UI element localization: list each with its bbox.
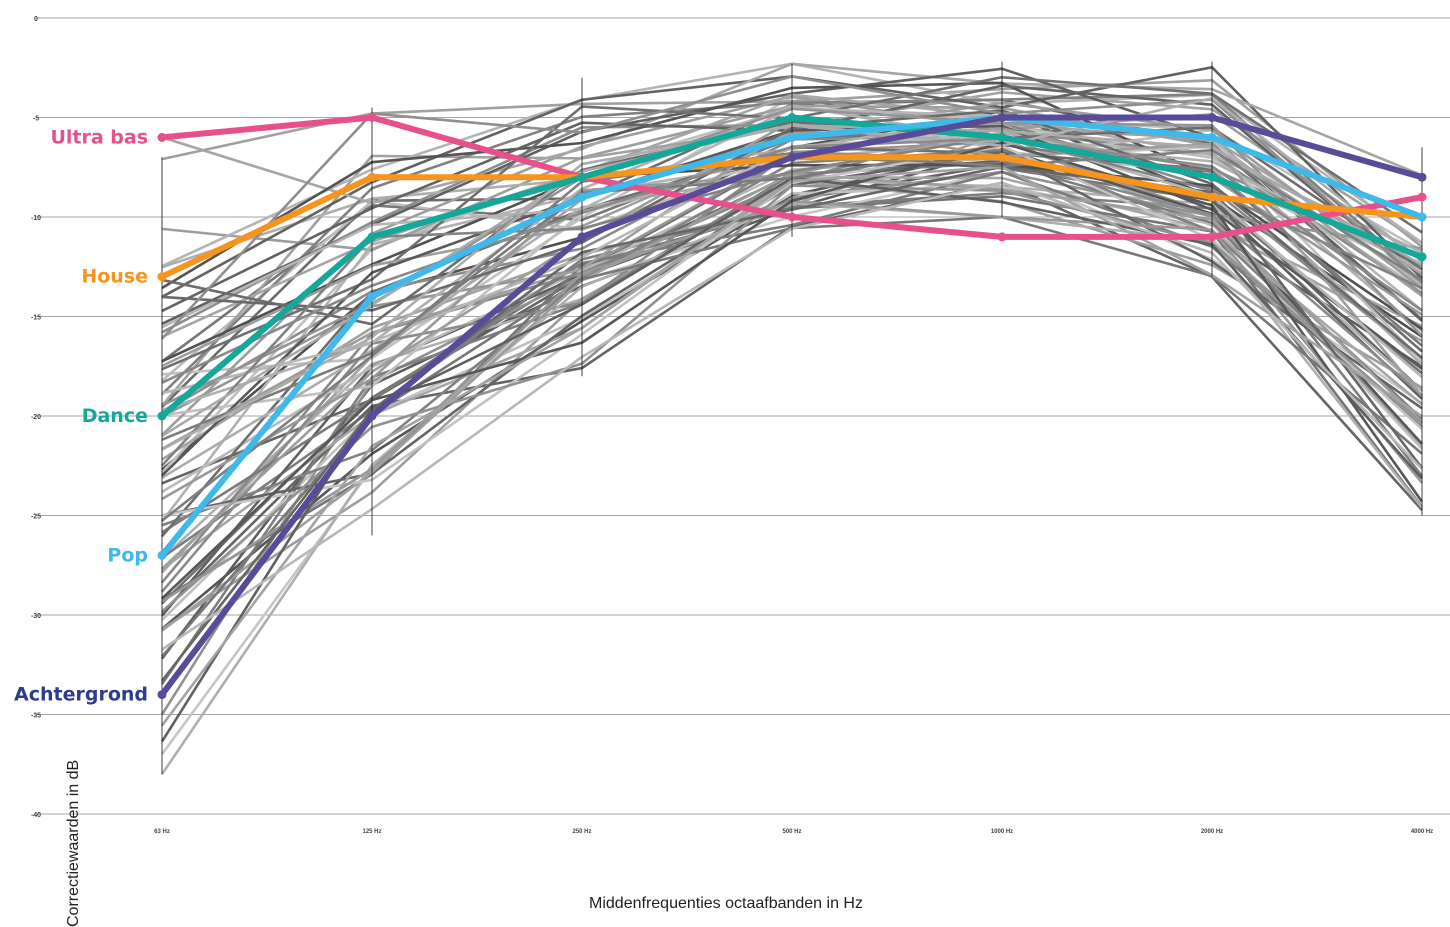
series-labels: Ultra bas House Dance Pop Achtergrond	[14, 126, 148, 705]
series-point	[367, 411, 377, 421]
series-point	[367, 292, 377, 302]
y-tick-label: -5	[33, 116, 39, 123]
series-point	[157, 132, 167, 142]
series-point	[577, 232, 587, 242]
series-point	[367, 172, 377, 182]
gridlines	[36, 17, 1450, 815]
series-label: Dance	[82, 405, 148, 427]
y-tick-label: -10	[31, 215, 41, 222]
series-point	[577, 192, 587, 202]
x-tick-label: 63 Hz	[154, 829, 170, 835]
series-label: Pop	[107, 544, 148, 566]
x-tick-label: 500 Hz	[782, 829, 801, 835]
series-point	[997, 232, 1007, 242]
series-point	[157, 411, 167, 421]
y-tick-label: -35	[31, 713, 41, 720]
y-tick-label: -15	[31, 315, 41, 322]
x-tick-label: 250 Hz	[572, 829, 591, 835]
x-tick-label: 4000 Hz	[1411, 829, 1433, 835]
series-point	[997, 113, 1007, 122]
x-tick-labels: 63 Hz 125 Hz 250 Hz 500 Hz 1000 Hz 2000 Hz 400…	[154, 829, 1433, 835]
series-point	[787, 212, 797, 222]
y-tick-label: -20	[31, 414, 41, 421]
x-tick-label: 1000 Hz	[991, 829, 1013, 835]
series-label: House	[81, 266, 148, 288]
y-tick-label: -25	[31, 514, 41, 521]
series-point	[157, 272, 167, 282]
x-axis-title: Middenfrequenties octaafbanden in Hz	[589, 895, 863, 912]
series-point	[1207, 192, 1217, 202]
series-point	[157, 550, 167, 560]
highlighted-series	[157, 113, 1427, 700]
series-point	[367, 113, 377, 122]
series-point	[1207, 172, 1217, 182]
series-point	[997, 152, 1007, 162]
y-tick-label: -30	[31, 613, 41, 620]
series-point	[1417, 212, 1427, 222]
series-point	[1207, 232, 1217, 242]
series-point	[1417, 252, 1427, 262]
series-point	[1417, 172, 1427, 182]
series-point	[1417, 192, 1427, 202]
series-point	[577, 172, 587, 182]
series-point	[787, 113, 797, 122]
series-label: Ultra bas	[50, 126, 148, 148]
series-point	[787, 132, 797, 142]
series-point	[1207, 113, 1217, 122]
series-point	[997, 132, 1007, 142]
series-label: Achtergrond	[14, 684, 148, 706]
y-axis-title: Correctiewaarden in dB	[65, 760, 82, 927]
y-tick-label: 0	[34, 16, 38, 23]
y-tick-label: -40	[31, 812, 41, 819]
x-tick-label: 2000 Hz	[1201, 829, 1223, 835]
x-tick-label: 125 Hz	[362, 829, 381, 835]
series-point	[787, 152, 797, 162]
series-point	[157, 690, 167, 700]
series-point	[367, 232, 377, 242]
series-point	[1207, 132, 1217, 142]
y-tick-labels: 0 -5 -10 -15 -20 -25 -30 -35 -40	[31, 16, 41, 819]
